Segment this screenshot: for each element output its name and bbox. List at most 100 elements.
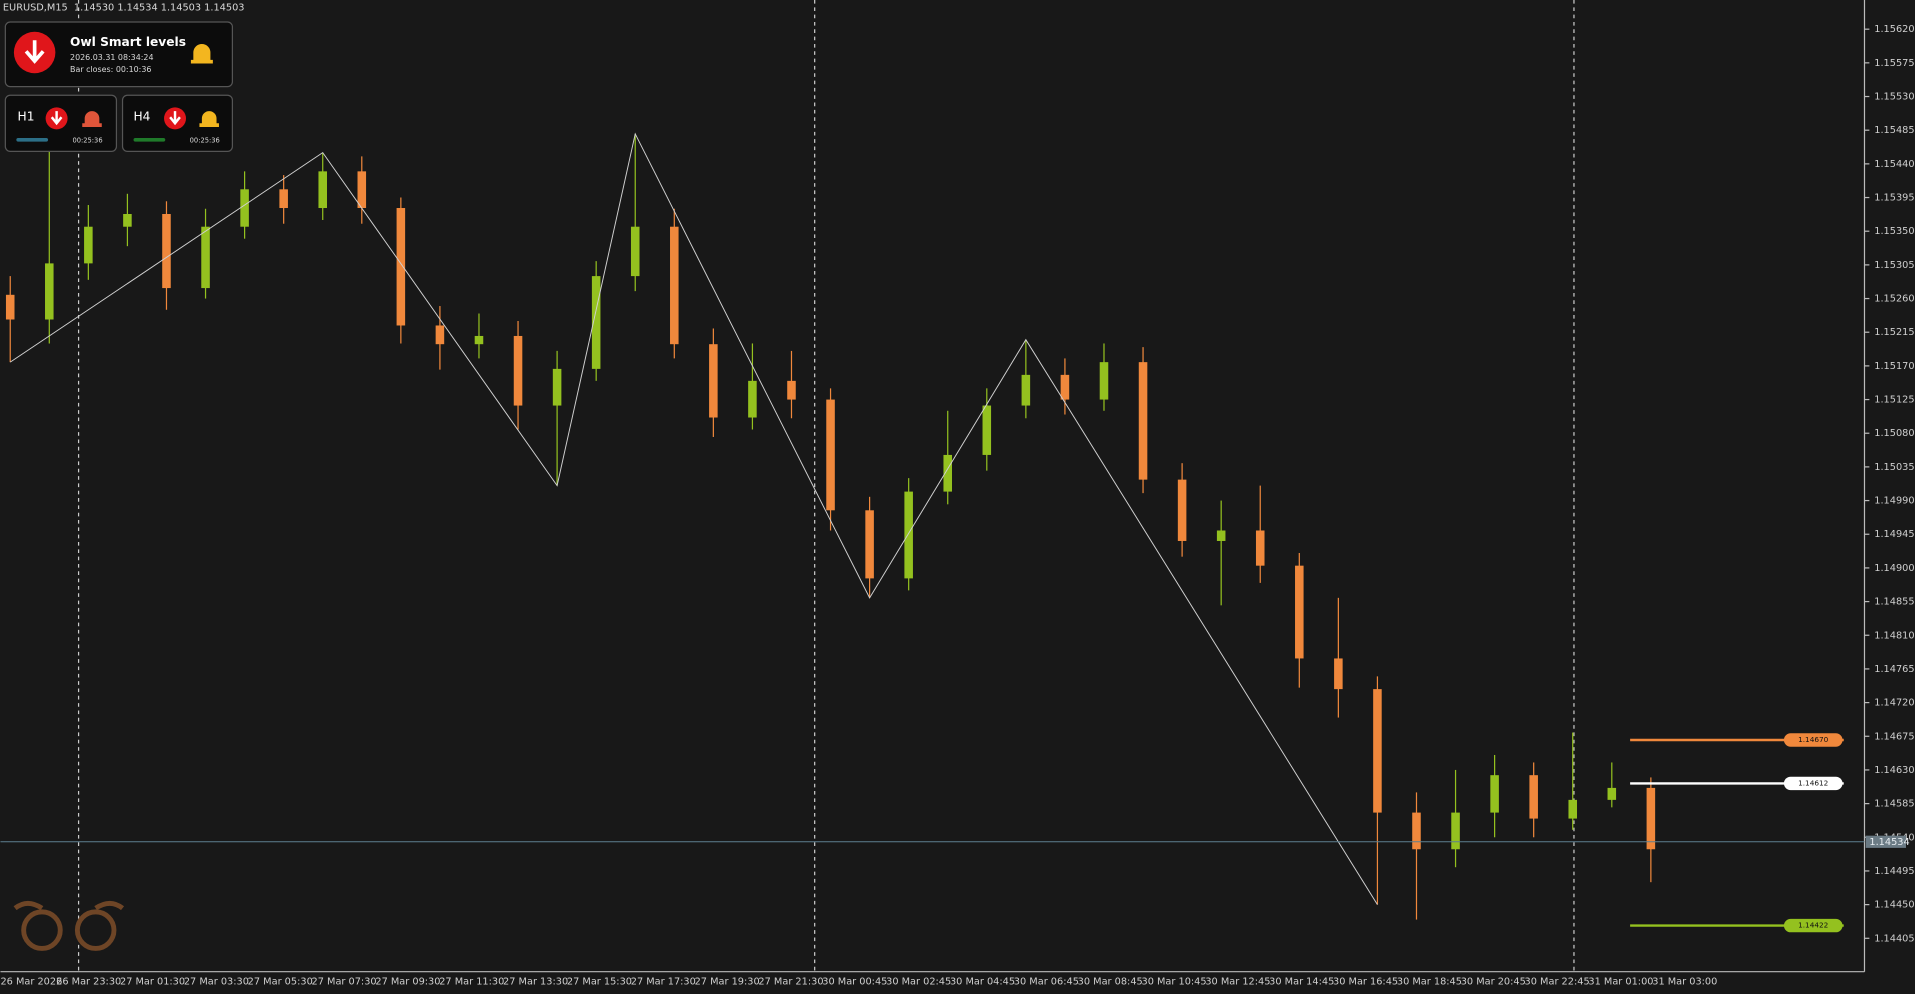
x-tick-label: 27 Mar 21:30 [758, 976, 823, 987]
candle-body [709, 344, 718, 418]
y-tick-label: 1.14990 [1874, 496, 1914, 507]
level-label: 1.14612 [1798, 778, 1828, 787]
y-tick-label: 1.14810 [1874, 630, 1914, 641]
x-tick-label: 27 Mar 13:30 [503, 976, 568, 987]
logo-eye [74, 909, 117, 951]
level-label: 1.14670 [1798, 735, 1829, 744]
tile-timeframe: H4 [134, 110, 151, 124]
candle-body [1216, 530, 1226, 541]
symbol-header: EURUSD,M15 1.14530 1.14534 1.14503 1.145… [3, 2, 245, 13]
x-tick-label: 27 Mar 07:30 [312, 976, 377, 987]
x-tick-label: 27 Mar 11:30 [439, 976, 504, 987]
level-label: 1.14422 [1798, 921, 1828, 930]
progress-bar [133, 137, 166, 142]
y-tick-label: 1.15440 [1874, 159, 1914, 170]
candle-body [1529, 775, 1538, 819]
candle-body [123, 213, 132, 227]
y-tick-label: 1.14855 [1874, 597, 1914, 608]
x-tick-label: 27 Mar 09:30 [375, 976, 440, 987]
y-tick-label: 1.15395 [1874, 193, 1914, 204]
y-tick-label: 1.15080 [1874, 428, 1914, 439]
y-tick-label: 1.14495 [1874, 866, 1914, 877]
candle-body [435, 325, 445, 345]
owl-widget: Owl Smart levels 2026.03.31 08:34:24 Bar… [4, 21, 234, 152]
tile-timer: 00:25:36 [72, 136, 102, 144]
candle-body [552, 368, 562, 406]
level-pill [1783, 733, 1843, 747]
x-tick-label: 30 Mar 22:45 [1525, 976, 1590, 987]
candle-body [1373, 689, 1382, 813]
level-pill [1783, 776, 1843, 791]
y-tick-label: 1.15485 [1874, 125, 1914, 136]
candle-body [1177, 479, 1187, 541]
y-tick-label: 1.14675 [1874, 731, 1914, 742]
candle-body [162, 213, 171, 289]
x-tick-label: 31 Mar 01:00 [1588, 976, 1653, 987]
y-tick-label: 1.15125 [1874, 395, 1914, 406]
candle-body [1334, 658, 1343, 690]
logo-eye [21, 909, 63, 951]
candle-body [591, 276, 601, 369]
candle-body [865, 510, 874, 579]
x-tick-label: 27 Mar 05:30 [248, 976, 313, 987]
level-pill [1783, 918, 1843, 933]
y-tick-label: 1.14450 [1874, 900, 1914, 911]
y-tick-label: 1.15035 [1874, 462, 1914, 473]
candle-body [1255, 530, 1265, 566]
x-tick-label: 30 Mar 00:45 [822, 976, 887, 987]
x-tick-label: 27 Mar 03:30 [184, 976, 249, 987]
y-tick-label: 1.15575 [1874, 58, 1914, 69]
owl-logo [13, 900, 125, 951]
y-tick-label: 1.15620 [1874, 24, 1914, 35]
candle-body [1295, 565, 1304, 659]
x-tick-label: 27 Mar 01:30 [120, 976, 185, 987]
y-tick-label: 1.14405 [1874, 933, 1914, 944]
x-tick-label: 30 Mar 14:45 [1269, 976, 1334, 987]
candle-body [396, 208, 406, 326]
x-tick-label: 27 Mar 19:30 [695, 976, 760, 987]
candle-body [787, 380, 796, 400]
y-tick-label: 1.15170 [1874, 361, 1914, 372]
y-tick-label: 1.15350 [1874, 226, 1914, 237]
logo-brow [13, 900, 125, 911]
bid-label-box [1865, 835, 1906, 848]
widget-title: Owl Smart levels [70, 35, 186, 49]
candle-body [318, 171, 328, 209]
y-tick-label: 1.15260 [1874, 294, 1914, 305]
candle-body [904, 491, 913, 579]
candle-body [1412, 812, 1421, 850]
candle-body [1568, 799, 1578, 819]
candle-body [670, 226, 679, 345]
candle-body [1138, 362, 1148, 480]
x-tick-label: 31 Mar 03:00 [1652, 976, 1717, 987]
x-tick-label: 30 Mar 16:45 [1333, 976, 1398, 987]
candle-body [5, 294, 15, 320]
y-tick-label: 1.14945 [1874, 529, 1914, 540]
y-tick-label: 1.14765 [1874, 664, 1914, 675]
candle-body [513, 335, 523, 406]
x-tick-label: 30 Mar 18:45 [1397, 976, 1462, 987]
candle-body [1021, 374, 1031, 406]
y-tick-label: 1.14720 [1874, 698, 1914, 709]
bid-label: 1.14534 [1869, 837, 1909, 848]
progress-bar [16, 137, 49, 142]
down-arrow [169, 111, 181, 126]
x-tick-label: 30 Mar 20:45 [1461, 976, 1526, 987]
candle-body [279, 189, 288, 209]
tile-timer: 00:25:36 [190, 136, 220, 144]
widget-bar-close: Bar closes: 00:10:36 [70, 65, 151, 74]
down-arrow [24, 40, 45, 64]
candle-body [357, 171, 367, 209]
candle-body [84, 226, 93, 264]
candle-body [1451, 812, 1460, 850]
tile-timeframe: H1 [18, 110, 35, 124]
candle-body [474, 335, 484, 345]
candle-body [982, 405, 992, 455]
x-tick-label: 30 Mar 12:45 [1205, 976, 1270, 987]
y-tick-label: 1.14585 [1874, 799, 1914, 810]
x-tick-label: 30 Mar 08:45 [1078, 976, 1143, 987]
candle-body [1060, 374, 1070, 400]
alarm-icon [82, 111, 102, 127]
